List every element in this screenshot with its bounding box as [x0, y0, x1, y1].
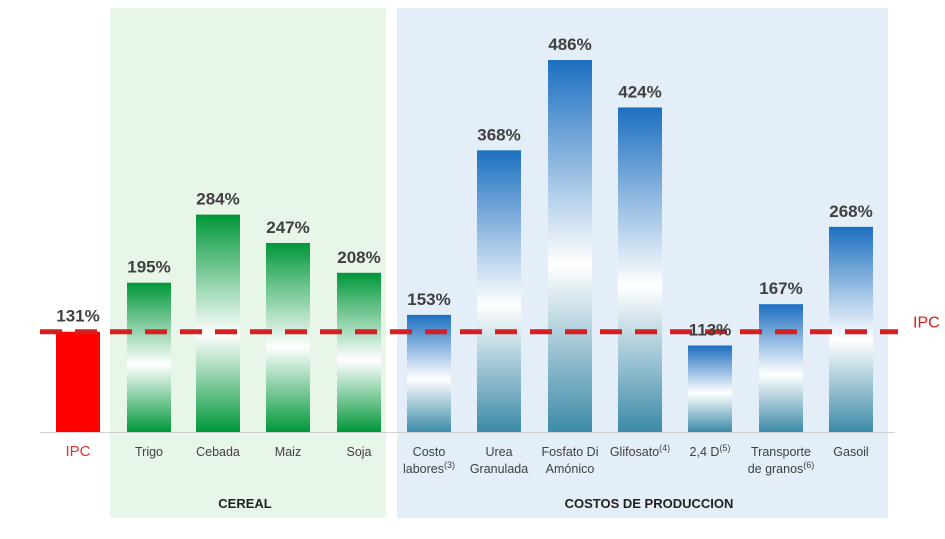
category-label-3: Maiz	[275, 445, 301, 459]
group-label-1: COSTOS DE PRODUCCION	[565, 496, 734, 511]
bar-1	[127, 282, 171, 432]
group-label-0: CEREAL	[218, 496, 272, 511]
category-label-0: IPC	[65, 443, 90, 460]
value-label-1: 195%	[127, 258, 170, 277]
category-label-4: Soja	[346, 445, 371, 459]
category-label-1: Trigo	[135, 445, 163, 459]
value-label-9: 113%	[689, 321, 732, 340]
value-label-2: 284%	[196, 190, 239, 209]
category-label-6: Urea Granulada	[470, 445, 528, 476]
bar-2	[196, 214, 240, 432]
value-label-7: 486%	[548, 35, 591, 54]
category-label-7: Fosfato Di Amónico	[542, 445, 599, 476]
value-label-6: 368%	[477, 125, 520, 144]
category-label-8: Glifosato(4)	[610, 443, 670, 459]
value-label-8: 424%	[618, 82, 661, 101]
value-label-10: 167%	[759, 279, 802, 298]
bar-7	[548, 60, 592, 432]
category-label-5: Costo labores(3)	[403, 445, 455, 476]
bar-6	[477, 150, 521, 432]
value-label-3: 247%	[266, 218, 309, 237]
ipc-reference-label: IPC	[913, 315, 940, 332]
value-label-4: 208%	[337, 248, 380, 267]
bar-10	[759, 304, 803, 432]
category-label-10: Transporte de granos(6)	[748, 445, 815, 476]
bar-3	[266, 242, 310, 432]
value-label-11: 268%	[829, 202, 872, 221]
bar-5	[407, 314, 451, 432]
bar-9	[688, 345, 732, 432]
value-label-0: 131%	[56, 307, 99, 326]
value-label-5: 153%	[407, 290, 450, 309]
bar-8	[618, 107, 662, 432]
bar-0	[56, 331, 100, 432]
category-label-11: Gasoil	[833, 445, 868, 459]
category-label-2: Cebada	[196, 445, 240, 459]
bar-4	[337, 272, 381, 432]
category-label-9: 2,4 D(5)	[690, 443, 731, 459]
